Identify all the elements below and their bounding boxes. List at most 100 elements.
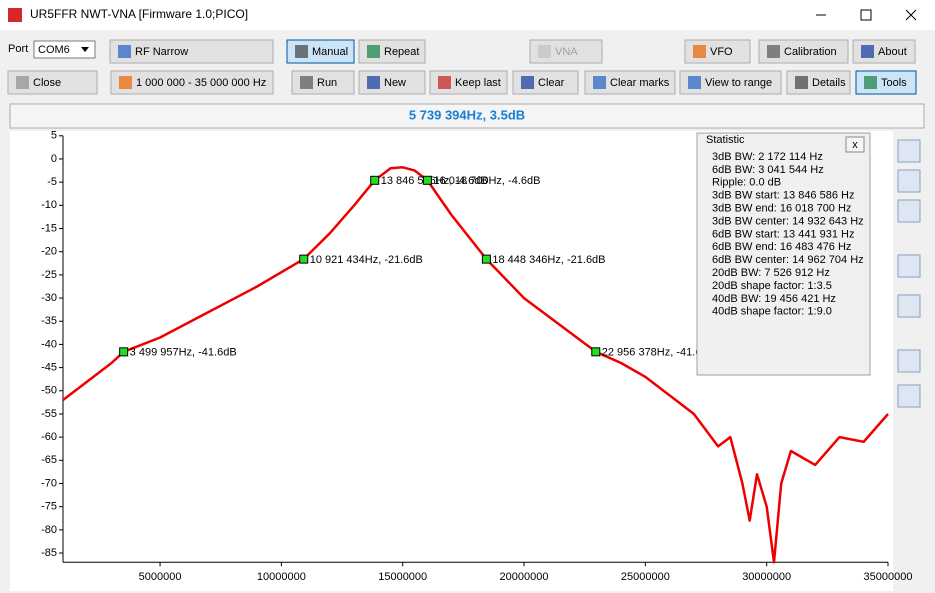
maximize[interactable] — [860, 9, 872, 21]
button-label: New — [384, 77, 406, 89]
tool-icon[interactable] — [897, 384, 921, 408]
button[interactable] — [109, 39, 274, 64]
y-tick-label: -35 — [41, 315, 57, 327]
y-tick-label: 0 — [51, 153, 57, 165]
button-icon — [118, 45, 131, 58]
marker-label: 3 499 957Hz, -41.6dB — [130, 347, 237, 359]
marker-label: 16 018 700Hz, -4.6dB — [433, 175, 540, 187]
x-tick-label: 10000000 — [257, 571, 306, 583]
button[interactable] — [584, 70, 676, 95]
tool-icon[interactable] — [897, 169, 921, 193]
window-title: UR5FFR NWT-VNA [Firmware 1.0;PICO] — [30, 7, 248, 21]
x-tick-label: 35000000 — [864, 571, 913, 583]
button-label: View to range — [705, 77, 772, 89]
marker — [370, 175, 380, 185]
button-icon — [367, 76, 380, 89]
button-icon — [367, 45, 380, 58]
y-tick-label: -15 — [41, 222, 57, 234]
button-icon — [688, 76, 701, 89]
y-tick-label: -85 — [41, 547, 57, 559]
button-label: VFO — [710, 46, 733, 58]
stat-line: 6dB BW end: 16 483 476 Hz — [712, 241, 851, 253]
button-label: Manual — [312, 46, 348, 58]
y-tick-label: -20 — [41, 246, 57, 258]
button-icon — [295, 45, 308, 58]
button-icon — [538, 45, 551, 58]
port-label: Port — [8, 43, 28, 55]
y-tick-label: -40 — [41, 338, 57, 350]
button-label: Run — [317, 77, 337, 89]
tool-icon[interactable] — [897, 294, 921, 318]
x-tick-label: 30000000 — [742, 571, 791, 583]
stat-line: 3dB BW center: 14 932 643 Hz — [712, 215, 864, 227]
button-label: 1 000 000 - 35 000 000 Hz — [136, 77, 266, 89]
button-icon — [693, 45, 706, 58]
y-tick-label: -50 — [41, 385, 57, 397]
button-label: Close — [33, 77, 61, 89]
y-tick-label: -45 — [41, 361, 57, 373]
panel-bg — [696, 132, 871, 376]
button-icon — [795, 76, 808, 89]
stat-line: 40dB BW: 19 456 421 Hz — [712, 293, 836, 305]
close-window[interactable] — [905, 9, 917, 21]
stat-line: 6dB BW: 3 041 544 Hz — [712, 164, 824, 176]
side-tools — [897, 139, 921, 408]
stat-line: Ripple: 0.0 dB — [712, 177, 781, 189]
button[interactable] — [110, 70, 274, 95]
marker — [299, 254, 309, 264]
button-label: VNA — [555, 46, 578, 58]
stat-line: 3dB BW: 2 172 114 Hz — [712, 151, 823, 163]
button-icon — [300, 76, 313, 89]
button[interactable] — [679, 70, 782, 95]
stat-line: 3dB BW start: 13 846 586 Hz — [712, 190, 854, 202]
button-label: RF Narrow — [135, 46, 188, 58]
tool-icon[interactable] — [897, 254, 921, 278]
button-label: Tools — [881, 77, 907, 89]
x-tick-label: 25000000 — [621, 571, 670, 583]
stat-line: 40dB shape factor: 1:9.0 — [712, 306, 832, 318]
button-label: About — [878, 46, 907, 58]
y-tick-label: -70 — [41, 477, 57, 489]
panel-close[interactable] — [845, 136, 865, 153]
x-tick-label: 5000000 — [139, 571, 182, 583]
tool-icon[interactable] — [897, 199, 921, 223]
marker — [591, 347, 601, 357]
button-label: Repeat — [384, 46, 419, 58]
marker-label: 13 846 586Hz, -4.6dB — [381, 175, 488, 187]
marker — [481, 254, 491, 264]
plot: 5 0 -5 -10 -15 -20 -25 -30 -35 -40 -45 -50 -55 -60 -65… — [41, 130, 913, 583]
button-icon — [767, 45, 780, 58]
stat-line: 6dB BW start: 13 441 931 Hz — [712, 228, 854, 240]
panel-title: Statistic — [706, 134, 745, 146]
status-bar — [9, 103, 925, 129]
tool-icon[interactable] — [897, 349, 921, 373]
marker-label: 10 921 434Hz, -21.6dB — [310, 254, 423, 266]
status-text: 5 739 394Hz, 3.5dB — [409, 107, 525, 122]
y-tick-label: -65 — [41, 454, 57, 466]
button-icon — [438, 76, 451, 89]
button-label: Details — [812, 77, 846, 89]
button-icon — [864, 76, 877, 89]
trace — [62, 166, 889, 564]
y-tick-label: -10 — [41, 199, 57, 211]
button[interactable] — [529, 39, 603, 64]
tool-icon[interactable] — [897, 139, 921, 163]
button-icon — [119, 76, 132, 89]
button-icon — [593, 76, 606, 89]
dropdown-arrow — [81, 47, 89, 52]
button-label: Clear — [538, 77, 565, 89]
button[interactable] — [7, 70, 98, 95]
y-tick-label: -30 — [41, 292, 57, 304]
stat-line: 20dB BW: 7 526 912 Hz — [712, 267, 830, 279]
button-icon — [521, 76, 534, 89]
app-icon — [8, 8, 22, 22]
button-label: Keep last — [455, 77, 501, 89]
marker-label: 18 448 346Hz, -21.6dB — [492, 254, 605, 266]
y-tick-label: -60 — [41, 431, 57, 443]
port-select[interactable] — [33, 40, 96, 59]
button-label: Clear marks — [610, 77, 670, 89]
button[interactable] — [758, 39, 849, 64]
button-icon — [16, 76, 29, 89]
